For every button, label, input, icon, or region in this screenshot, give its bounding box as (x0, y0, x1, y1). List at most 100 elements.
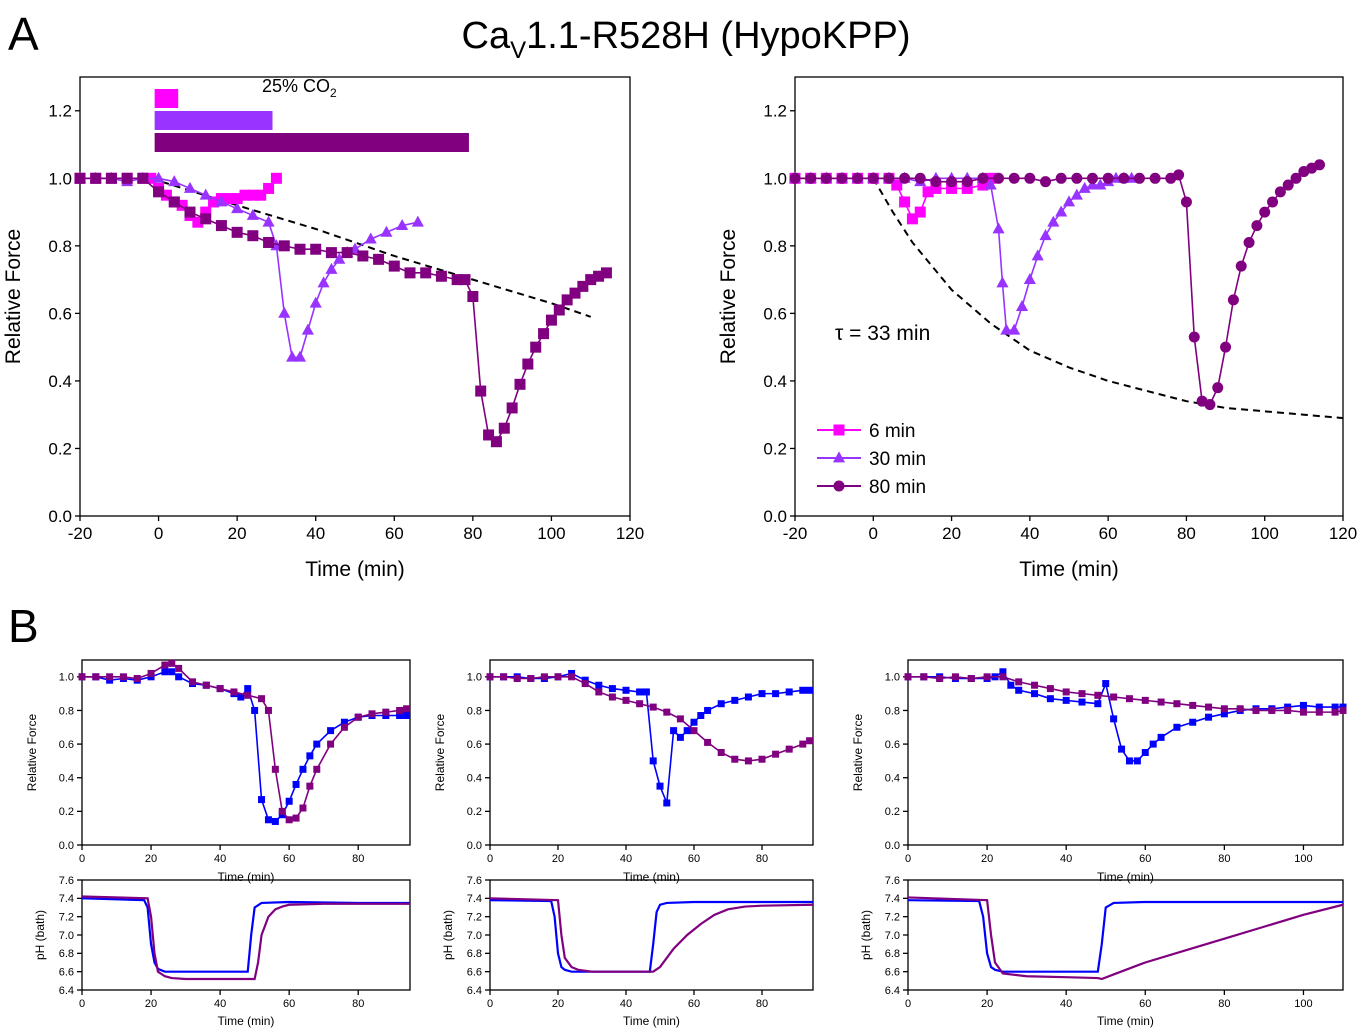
annotation-text: τ = 33 min (835, 322, 930, 345)
series-line (907, 896, 1344, 981)
y-tick-label: 1.0 (59, 672, 74, 684)
marker (554, 673, 562, 681)
series-line (489, 899, 813, 973)
marker (299, 765, 307, 773)
y-tick-label: 0.6 (59, 739, 74, 751)
marker (1220, 341, 1232, 353)
marker (92, 673, 100, 681)
marker (309, 296, 322, 308)
marker (1315, 708, 1323, 716)
marker (1157, 698, 1165, 706)
marker (119, 673, 127, 681)
plot-frame (489, 659, 814, 846)
marker (403, 705, 411, 713)
marker (1282, 179, 1294, 191)
marker (1031, 681, 1039, 689)
x-tick-label: 60 (283, 853, 295, 865)
marker (396, 712, 404, 719)
marker (608, 693, 616, 701)
marker (899, 172, 911, 184)
series-line (908, 670, 1343, 762)
marker (513, 675, 521, 682)
marker (1290, 172, 1302, 184)
x-tick-label: 80 (1177, 524, 1196, 543)
marker (772, 750, 780, 758)
x-tick-label: 80 (1218, 853, 1230, 865)
marker (340, 723, 348, 731)
y-tick-label: 0.4 (48, 372, 72, 391)
marker (785, 688, 793, 696)
marker (270, 172, 282, 184)
marker (663, 799, 671, 807)
series-line (795, 164, 1320, 406)
y-tick-label: 7.2 (467, 912, 482, 924)
marker (459, 274, 471, 286)
y-axis-label: Relative Force (25, 714, 39, 792)
marker (883, 172, 895, 184)
marker (930, 182, 942, 194)
marker (540, 673, 548, 681)
marker (285, 797, 293, 805)
marker (670, 727, 678, 735)
marker (175, 664, 183, 672)
y-tick-label: 0.2 (48, 439, 72, 458)
marker (168, 668, 176, 676)
figure-title: CaV1.1-R528H (HypoKPP) (462, 15, 911, 64)
marker (500, 673, 508, 681)
x-tick-label: 20 (228, 524, 247, 543)
marker (133, 675, 141, 682)
panel-label: B (8, 600, 39, 652)
marker (451, 274, 463, 286)
x-tick-label: 0 (487, 853, 493, 865)
marker (1236, 705, 1244, 713)
marker (368, 710, 376, 718)
marker (264, 816, 272, 824)
marker (717, 749, 725, 756)
marker (1149, 740, 1157, 748)
x-tick-label: 60 (385, 524, 404, 543)
marker (357, 250, 369, 262)
marker (867, 172, 879, 184)
marker (1204, 399, 1216, 411)
marker (961, 176, 973, 188)
marker (271, 765, 279, 773)
marker (1205, 703, 1213, 711)
x-tick-label: 0 (869, 524, 878, 543)
marker (208, 196, 220, 208)
x-axis-label: Time (min) (623, 870, 680, 884)
marker (1102, 680, 1110, 688)
y-axis-label: Relative Force (851, 714, 865, 792)
marker (1094, 178, 1107, 190)
marker (1331, 708, 1339, 716)
marker (1070, 188, 1083, 200)
marker (585, 274, 597, 286)
y-tick-label: 0.4 (59, 773, 74, 785)
y-axis-label: Relative Force (717, 229, 740, 364)
marker (1023, 273, 1036, 285)
marker (649, 703, 657, 711)
marker (977, 179, 989, 191)
marker (1339, 706, 1347, 714)
y-tick-label: 7.2 (885, 912, 900, 924)
series-line (80, 177, 607, 443)
y-tick-label: 0.2 (59, 806, 74, 818)
fit-line (872, 177, 1344, 420)
marker (1235, 260, 1247, 272)
x-tick-label: 80 (756, 998, 768, 1010)
marker (1227, 294, 1239, 306)
x-axis-label: Time (min) (218, 1014, 275, 1028)
marker (327, 740, 335, 748)
marker (1015, 678, 1023, 686)
marker (244, 685, 252, 693)
marker (914, 172, 926, 184)
marker (1252, 706, 1260, 714)
marker (313, 740, 321, 748)
marker (663, 708, 671, 716)
plot-frame (81, 659, 411, 846)
marker (262, 215, 275, 227)
x-tick-label: 40 (214, 853, 226, 865)
marker (967, 675, 975, 682)
marker (237, 693, 245, 701)
marker (192, 216, 204, 228)
marker (1243, 236, 1255, 248)
